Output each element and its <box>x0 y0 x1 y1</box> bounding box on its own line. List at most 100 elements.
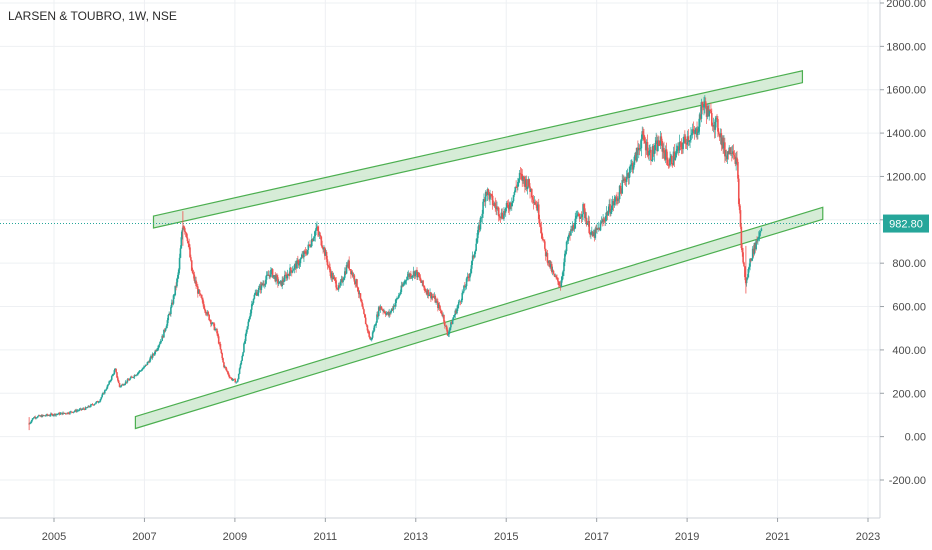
candle-body <box>564 251 567 254</box>
candle-body <box>322 247 324 250</box>
candle-body <box>221 353 223 359</box>
candle-body <box>388 312 390 316</box>
candle-body <box>163 329 165 338</box>
candle-body <box>151 353 154 358</box>
candle-body <box>38 415 41 417</box>
candle-body <box>535 204 537 206</box>
candle-body <box>470 268 472 274</box>
candle-body <box>704 101 707 108</box>
candle-body <box>156 349 158 351</box>
candle-body <box>169 313 171 315</box>
candle-body <box>403 283 405 285</box>
candle-body <box>307 244 310 250</box>
candle-body <box>90 404 92 407</box>
candle-body <box>145 364 148 366</box>
candle-body <box>213 323 216 331</box>
candle-body <box>177 269 180 275</box>
candle-body <box>729 147 731 154</box>
candle-body <box>337 285 340 290</box>
x-axis[interactable]: 2005 2007 2009 2011 2013 2015 2017 2019 2021 2023 <box>0 517 880 550</box>
candle-body <box>545 253 548 257</box>
candle-body <box>293 265 296 270</box>
candle-body <box>372 330 375 333</box>
candle-body <box>564 253 566 263</box>
candle-body <box>117 377 119 381</box>
candle-body <box>144 364 147 366</box>
candle-body <box>86 407 89 409</box>
candle-body <box>684 136 686 139</box>
candle-body <box>170 307 172 315</box>
candle-body <box>452 317 455 320</box>
candle-body <box>368 331 370 337</box>
candle-body <box>167 315 170 321</box>
candle-body <box>440 310 443 314</box>
y-tick-label: 1800.00 <box>886 41 926 53</box>
candle-body <box>259 285 262 291</box>
candle-body <box>736 157 738 162</box>
candle-body <box>629 166 631 174</box>
candle-body <box>90 404 93 406</box>
candle-body <box>604 216 607 222</box>
candle-body <box>123 384 125 386</box>
candle-body <box>327 265 330 266</box>
y-axis[interactable]: 2000.001800.001600.001400.001200.001000.… <box>879 0 932 550</box>
candle-body <box>114 368 117 371</box>
candle-body <box>549 260 551 268</box>
candle-body <box>49 415 51 417</box>
candle-body <box>441 313 444 316</box>
candle-body <box>620 189 623 194</box>
candle-body <box>488 192 490 200</box>
candle-body <box>181 230 183 238</box>
candle-body <box>346 264 349 267</box>
candle-body <box>735 157 737 164</box>
candle-body <box>44 415 47 417</box>
candle-body <box>577 213 580 217</box>
candle-body <box>397 298 399 299</box>
y-tick-label: 800.00 <box>892 258 926 270</box>
candle-body <box>361 302 364 307</box>
y-tick-label: 2000.00 <box>886 0 926 10</box>
candle-body <box>690 134 692 141</box>
channel-lines[interactable] <box>134 70 824 430</box>
candle-body <box>671 155 673 165</box>
candle-body <box>291 270 294 273</box>
candle-body <box>748 266 751 270</box>
candle-body <box>712 124 715 127</box>
candle-body <box>77 410 80 412</box>
candle-body <box>510 203 513 207</box>
candle-body <box>640 138 643 149</box>
candle-body <box>724 155 727 157</box>
candle-body <box>587 220 590 224</box>
candle-body <box>272 275 275 278</box>
candle-body <box>615 197 617 199</box>
candle-body <box>324 247 326 256</box>
candle-body <box>392 305 395 310</box>
candle-body <box>98 401 101 403</box>
candle-body <box>51 414 54 416</box>
candle-body <box>595 228 597 230</box>
candle-body <box>231 379 234 381</box>
candle-body <box>472 255 475 258</box>
candle-body <box>516 186 518 188</box>
candle-body <box>565 241 568 252</box>
candle-body <box>69 411 71 414</box>
candle-body <box>569 233 571 236</box>
candle-body <box>80 408 83 410</box>
candle-body <box>741 248 744 253</box>
candle-body <box>318 234 321 236</box>
candle-body <box>497 207 500 217</box>
candle-body <box>344 271 346 278</box>
candle-body <box>238 368 241 374</box>
candle-body <box>134 375 137 377</box>
candle-body <box>582 204 584 215</box>
candle-body <box>649 149 651 151</box>
candle-body <box>561 276 564 281</box>
candle-body <box>537 204 539 211</box>
candle-body <box>471 255 474 262</box>
candle-body <box>143 366 145 369</box>
candle-body <box>728 147 731 155</box>
candle-body <box>496 207 498 210</box>
candle-body <box>37 416 39 418</box>
candle-body <box>93 404 96 406</box>
